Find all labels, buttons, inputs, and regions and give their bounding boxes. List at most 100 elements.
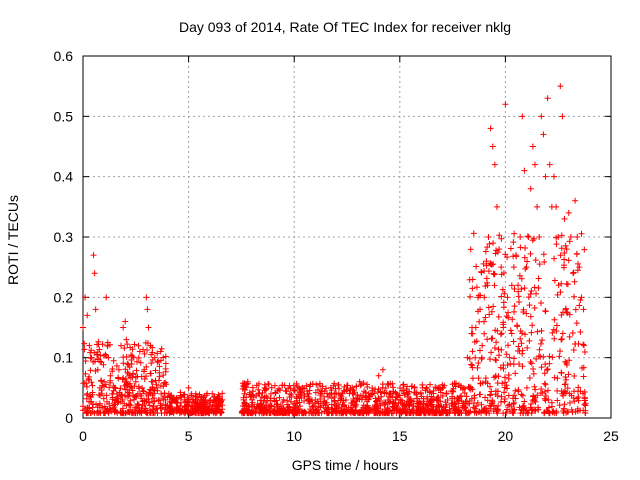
- data-point-dense: [314, 409, 321, 416]
- data-point-dense: [521, 398, 528, 405]
- data-point-dense: [347, 385, 354, 392]
- data-point: [240, 396, 247, 403]
- data-point-dense: [127, 397, 134, 404]
- data-point-dense: [264, 394, 271, 401]
- data-point-dense: [290, 410, 297, 417]
- data-point: [128, 384, 135, 391]
- data-point-dense: [492, 327, 499, 334]
- data-point-dense: [516, 361, 523, 368]
- data-point: [206, 402, 213, 409]
- data-point-dense: [257, 397, 264, 404]
- data-point-dense: [554, 375, 561, 382]
- data-point-dense: [166, 393, 173, 400]
- data-point-dense: [115, 398, 122, 405]
- data-point-dense: [162, 353, 169, 360]
- data-point-dense: [561, 250, 568, 257]
- data-point-dense: [165, 390, 172, 397]
- data-point-dense: [123, 353, 130, 360]
- data-point: [274, 387, 281, 394]
- data-point-dense: [511, 406, 518, 413]
- data-point-dense: [473, 284, 480, 291]
- data-point: [493, 203, 500, 210]
- data-point: [111, 384, 118, 391]
- data-point-dense: [253, 382, 260, 389]
- data-point: [369, 390, 376, 397]
- data-point-dense: [500, 362, 507, 369]
- data-point-dense: [529, 237, 536, 244]
- data-point-dense: [150, 403, 157, 410]
- data-point-dense: [486, 240, 493, 247]
- data-point-dense: [140, 346, 147, 353]
- data-point-dense: [510, 361, 517, 368]
- data-point-dense: [439, 408, 446, 415]
- data-point-dense: [549, 409, 556, 416]
- data-point-dense: [580, 373, 587, 380]
- data-point-dense: [477, 380, 484, 387]
- data-point: [417, 390, 424, 397]
- data-point-dense: [279, 382, 286, 389]
- data-point-dense: [531, 284, 538, 291]
- data-point-dense: [572, 341, 579, 348]
- data-point: [477, 306, 484, 313]
- data-point-dense: [508, 282, 515, 289]
- data-point-dense: [580, 341, 587, 348]
- data-point-dense: [192, 393, 199, 400]
- data-point-dense: [500, 270, 507, 277]
- data-point-dense: [106, 405, 113, 412]
- data-point: [392, 396, 399, 403]
- data-point-dense: [558, 280, 565, 287]
- data-point-dense: [501, 290, 508, 297]
- data-point-dense: [509, 395, 516, 402]
- data-point: [531, 161, 538, 168]
- data-point-dense: [253, 404, 260, 411]
- data-point-dense: [570, 269, 577, 276]
- data-point-dense: [277, 387, 284, 394]
- data-point-dense: [364, 384, 371, 391]
- data-point: [145, 324, 152, 331]
- data-point-dense: [491, 271, 498, 278]
- data-point: [194, 399, 201, 406]
- data-point-dense: [562, 381, 569, 388]
- data-point-dense: [141, 350, 148, 357]
- data-point-dense: [570, 395, 577, 402]
- data-point-dense: [467, 384, 474, 391]
- data-point-dense: [437, 389, 444, 396]
- data-point-dense: [291, 387, 298, 394]
- data-point: [181, 396, 188, 403]
- data-point-dense: [468, 361, 475, 368]
- data-point-dense: [402, 403, 409, 410]
- data-point-dense: [142, 339, 149, 346]
- data-point-dense: [398, 408, 405, 415]
- data-point-dense: [536, 261, 543, 268]
- data-point-dense: [290, 382, 297, 389]
- data-point-dense: [487, 356, 494, 363]
- data-point-dense: [481, 318, 488, 325]
- data-point-dense: [467, 246, 474, 253]
- data-point-dense: [124, 341, 131, 348]
- data-point-dense: [505, 392, 512, 399]
- data-point-dense: [268, 384, 275, 391]
- data-point-dense: [574, 267, 581, 274]
- data-point-dense: [199, 410, 206, 417]
- data-point-dense: [541, 388, 548, 395]
- data-point-dense: [469, 375, 476, 382]
- data-point-dense: [167, 408, 174, 415]
- data-point-dense: [88, 398, 95, 405]
- data-point-dense: [322, 404, 329, 411]
- data-point-dense: [580, 407, 587, 414]
- data-point-dense: [130, 396, 137, 403]
- data-point-dense: [85, 410, 92, 417]
- data-point: [141, 366, 148, 373]
- data-point-dense: [527, 250, 534, 257]
- data-point-dense: [381, 399, 388, 406]
- data-point-dense: [498, 293, 505, 300]
- data-point-dense: [99, 341, 106, 348]
- data-point-dense: [96, 346, 103, 353]
- data-point-dense: [540, 251, 547, 258]
- data-point-dense: [378, 408, 385, 415]
- y-axis-label: ROTI / TECUs: [5, 195, 21, 285]
- data-point-dense: [482, 394, 489, 401]
- data-point-dense: [487, 383, 494, 390]
- data-point: [172, 396, 179, 403]
- data-point-dense: [158, 404, 165, 411]
